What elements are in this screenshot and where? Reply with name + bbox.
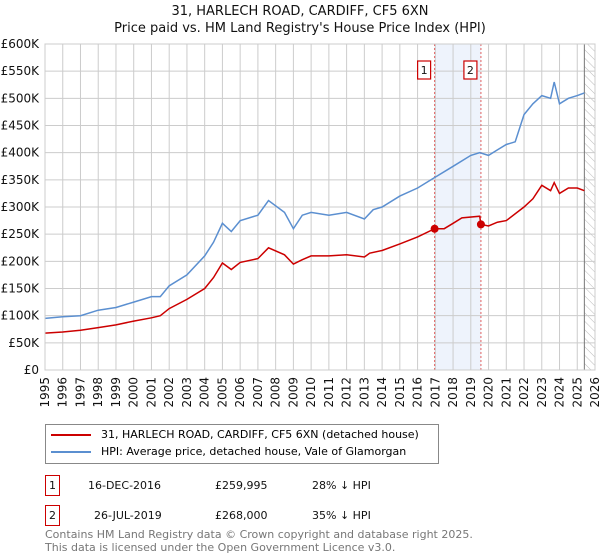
x-tick-label: 2011 xyxy=(322,377,336,408)
x-tick-label: 2003 xyxy=(180,377,194,408)
x-tick-label: 2015 xyxy=(393,377,407,408)
y-tick-label: £400K xyxy=(1,146,41,160)
x-tick-label: 2017 xyxy=(428,377,442,408)
x-tick-label: 1998 xyxy=(91,377,105,408)
sale-hpi-diff: 35% ↓ HPI xyxy=(312,509,371,522)
series-line xyxy=(44,180,585,334)
x-tick-label: 2007 xyxy=(251,377,265,408)
x-tick-label: 2005 xyxy=(215,377,229,408)
y-tick-label: £350K xyxy=(1,173,41,187)
y-tick-label: £50K xyxy=(8,336,40,350)
x-tick-label: 2022 xyxy=(517,377,531,408)
legend: 31, HARLECH ROAD, CARDIFF, CF5 6XN (deta… xyxy=(45,424,439,464)
y-tick-label: £500K xyxy=(1,91,41,105)
sale-badge: 1 xyxy=(45,475,60,496)
y-tick-label: £550K xyxy=(1,64,41,78)
x-tick-label: 2002 xyxy=(162,377,176,408)
sale-label: 2 xyxy=(467,64,474,77)
legend-swatch-red xyxy=(51,434,91,436)
table-row: 2 26-JUL-2019 £268,000 35% ↓ HPI xyxy=(45,505,445,527)
plot-border xyxy=(44,43,596,371)
x-tick-label: 2010 xyxy=(304,377,318,408)
footer-line: Contains HM Land Registry data © Crown c… xyxy=(45,528,473,541)
x-tick-label: 2025 xyxy=(570,377,584,408)
x-tick-label: 2023 xyxy=(535,377,549,408)
legend-swatch-blue xyxy=(51,451,91,453)
y-tick-label: £300K xyxy=(1,200,41,214)
sale-label-box xyxy=(463,60,478,80)
x-tick-label: 2019 xyxy=(464,377,478,408)
x-tick-label: 2013 xyxy=(357,377,371,408)
x-tick-label: 2020 xyxy=(482,377,496,408)
x-tick-label: 2006 xyxy=(233,377,247,408)
footer: Contains HM Land Registry data © Crown c… xyxy=(45,528,600,554)
sale-date: 26-JUL-2019 xyxy=(94,509,162,522)
sale-point xyxy=(476,220,485,229)
y-tick-label: £450K xyxy=(1,119,41,133)
chart-title: 31, HARLECH ROAD, CARDIFF, CF5 6XN xyxy=(171,4,429,19)
x-tick-label: 2024 xyxy=(553,377,567,408)
x-tick-label: 2012 xyxy=(340,377,354,408)
sale-point xyxy=(430,224,439,233)
y-tick-label: £250K xyxy=(1,227,41,241)
x-tick-label: 2026 xyxy=(588,377,600,408)
x-tick-label: 2001 xyxy=(144,377,158,408)
x-tick-label: 2021 xyxy=(499,377,513,408)
x-tick-label: 1996 xyxy=(56,377,70,408)
y-tick-label: £150K xyxy=(1,282,41,296)
x-tick-label: 1999 xyxy=(109,377,123,408)
chart-subtitle: Price paid vs. HM Land Registry's House … xyxy=(114,21,486,36)
sale-label-box xyxy=(417,60,432,80)
x-tick-label: 2018 xyxy=(446,377,460,408)
y-tick-label: £0 xyxy=(24,363,39,377)
sale-price: £268,000 xyxy=(215,509,268,522)
price-chart: £0 £50K £100K £150K £200K £250K £300K £350K £400… xyxy=(1,37,600,408)
x-tick-label: 2014 xyxy=(375,377,389,408)
series-line xyxy=(44,81,585,320)
x-tick-label: 2016 xyxy=(411,377,425,408)
sale-badge: 2 xyxy=(45,505,60,526)
x-tick-label: 1997 xyxy=(73,377,87,408)
legend-item-hpi: HPI: Average price, detached house, Vale… xyxy=(51,445,406,459)
x-tick-label: 1995 xyxy=(38,377,52,408)
table-row: 1 16-DEC-2016 £259,995 28% ↓ HPI xyxy=(45,475,445,497)
y-tick-label: £200K xyxy=(1,254,41,268)
y-tick-label: £600K xyxy=(1,37,41,51)
sale-date: 16-DEC-2016 xyxy=(88,479,162,492)
x-tick-label: 2000 xyxy=(127,377,141,408)
x-tick-label: 2008 xyxy=(269,377,283,408)
legend-item-property: 31, HARLECH ROAD, CARDIFF, CF5 6XN (deta… xyxy=(51,428,419,442)
x-tick-label: 2004 xyxy=(198,377,212,408)
legend-label: 31, HARLECH ROAD, CARDIFF, CF5 6XN (deta… xyxy=(101,428,419,441)
sale-price: £259,995 xyxy=(215,479,268,492)
sale-hpi-diff: 28% ↓ HPI xyxy=(312,479,371,492)
y-tick-label: £100K xyxy=(1,309,41,323)
sale-label: 1 xyxy=(421,64,428,77)
footer-line: This data is licensed under the Open Gov… xyxy=(45,541,396,554)
x-tick-label: 2009 xyxy=(286,377,300,408)
legend-label: HPI: Average price, detached house, Vale… xyxy=(101,445,407,458)
